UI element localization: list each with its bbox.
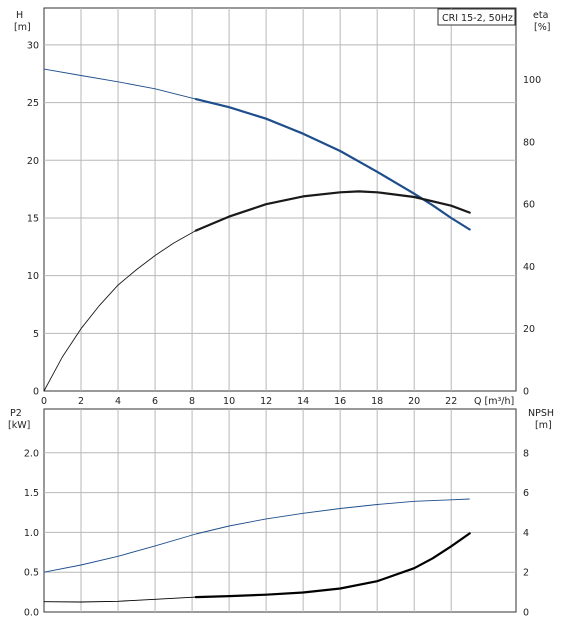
x-tick-label: 14 — [297, 396, 309, 407]
power-npsh-panel: 0.0 0.5 1.0 1.5 2.0 0 2 4 6 8 P2 [kW] NPSH [m] — [8, 408, 554, 619]
top-gridlines — [44, 8, 516, 391]
left-tick-label: 30 — [27, 40, 39, 51]
left-tick-label: 20 — [27, 156, 39, 167]
right-tick-label: 20 — [523, 324, 535, 335]
series-line-thick — [194, 532, 471, 599]
eta-axis-label: eta — [533, 10, 548, 21]
x-tick-label: 12 — [260, 396, 272, 407]
bottom-gridlines — [44, 409, 516, 612]
top-tick-labels: 0 2 4 6 8 10 12 14 16 18 20 22 0 5 10 15 20 25 30 0 20 40 60 80… — [27, 40, 541, 407]
left-tick-label: 2.0 — [24, 448, 39, 459]
head-efficiency-panel: 0 2 4 6 8 10 12 14 16 18 20 22 0 5 10 15 20 25 30 0 20 40 60 80… — [14, 7, 550, 407]
x-tick-label: 0 — [41, 396, 47, 407]
series-line-thick — [194, 190, 471, 232]
left-tick-label: 0.5 — [24, 568, 39, 579]
right-tick-label: 100 — [523, 75, 541, 86]
npsh-axis-unit: [m] — [535, 420, 552, 431]
x-tick-label: 8 — [189, 396, 195, 407]
right-tick-label: 40 — [523, 262, 535, 273]
x-tick-label: 18 — [371, 396, 383, 407]
series-line-thin — [43, 596, 196, 603]
head-axis-unit: [m] — [14, 22, 31, 33]
left-tick-label: 10 — [27, 271, 39, 282]
right-tick-label: 80 — [523, 137, 535, 148]
right-tick-label: 8 — [523, 448, 529, 459]
bottom-series-layer — [43, 498, 471, 603]
x-tick-label: 2 — [78, 396, 84, 407]
legend-label: CRI 15-2, 50Hz — [442, 13, 513, 24]
right-tick-label: 0 — [523, 387, 529, 398]
right-tick-label: 60 — [523, 200, 535, 211]
series-line-thin — [43, 68, 196, 100]
series-line-thick — [194, 97, 471, 231]
right-tick-label: 4 — [523, 528, 529, 539]
series-line-thin — [43, 230, 197, 392]
right-tick-label: 6 — [523, 488, 529, 499]
left-tick-label: 15 — [27, 213, 39, 224]
x-tick-label: 10 — [223, 396, 235, 407]
power-axis-label: P2 — [10, 408, 22, 419]
eta-axis-unit: [%] — [534, 22, 550, 33]
bottom-tick-labels: 0.0 0.5 1.0 1.5 2.0 0 2 4 6 8 — [24, 448, 529, 618]
npsh-axis-label: NPSH — [528, 408, 554, 419]
top-series-layer — [43, 68, 471, 392]
left-tick-label: 0 — [33, 387, 39, 398]
x-tick-label: 20 — [408, 396, 420, 407]
left-tick-label: 1.0 — [24, 528, 39, 539]
power-axis-unit: [kW] — [8, 420, 30, 431]
top-plot-frame — [43, 7, 517, 392]
left-tick-label: 25 — [27, 98, 39, 109]
right-tick-label: 0 — [523, 608, 529, 619]
legend-box — [437, 8, 516, 26]
left-tick-label: 1.5 — [24, 488, 39, 499]
flow-axis-label: Q [m³/h] — [474, 396, 514, 407]
left-tick-label: 5 — [33, 329, 39, 340]
right-tick-label: 2 — [523, 568, 529, 579]
series-line-thin — [195, 498, 470, 535]
x-tick-label: 4 — [115, 396, 121, 407]
bottom-plot-frame — [43, 408, 517, 613]
left-tick-label: 0.0 — [24, 608, 39, 619]
series-line-thin — [43, 533, 196, 573]
x-tick-label: 16 — [334, 396, 346, 407]
x-tick-label: 22 — [445, 396, 457, 407]
x-tick-label: 6 — [152, 396, 158, 407]
head-axis-label: H — [16, 10, 23, 21]
